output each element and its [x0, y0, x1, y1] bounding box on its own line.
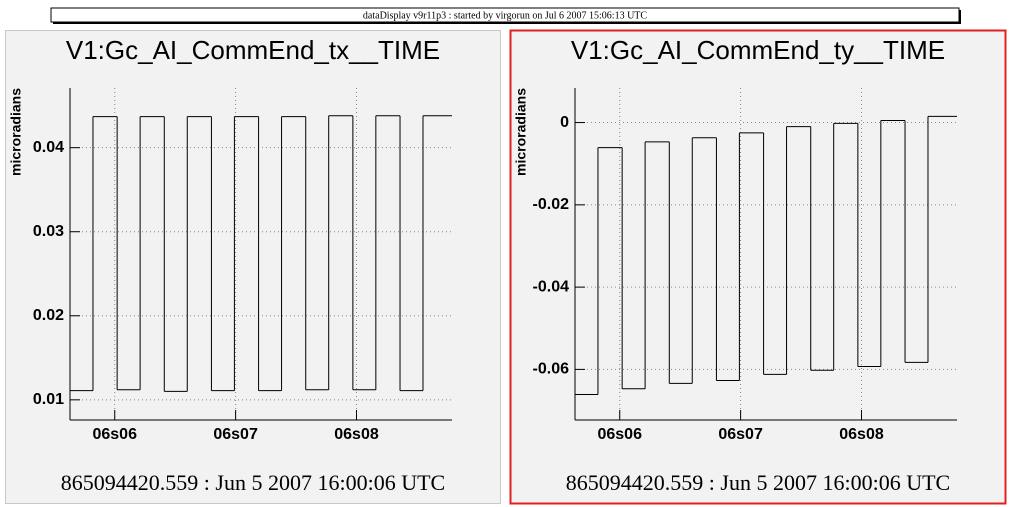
- footer-text: 865094420.559 : Jun 5 2007 16:00:06 UTC: [61, 470, 445, 495]
- x-tick-label: 06s08: [839, 426, 884, 443]
- y-tick-label: -0.02: [533, 196, 570, 213]
- panel: [5, 30, 501, 504]
- y-axis-label: microradians: [513, 88, 529, 176]
- y-tick-label: 0.01: [33, 391, 64, 408]
- y-tick-label: 0.02: [33, 307, 64, 324]
- x-tick-label: 06s07: [718, 426, 763, 443]
- panel-selected[interactable]: [509, 29, 1007, 505]
- footer-text: 865094420.559 : Jun 5 2007 16:00:06 UTC: [566, 470, 950, 495]
- x-tick-label: 06s08: [334, 426, 379, 443]
- y-tick-label: 0: [560, 114, 569, 131]
- chart-title: V1:Gc_AI_CommEnd_ty__TIME: [571, 35, 945, 65]
- y-axis-label: microradians: [8, 88, 24, 176]
- y-tick-label: -0.04: [533, 278, 570, 295]
- header-title: dataDisplay v9r11p3 : started by virgoru…: [363, 10, 647, 21]
- y-tick-label: -0.06: [533, 361, 570, 378]
- x-tick-label: 06s07: [213, 426, 258, 443]
- x-tick-label: 06s06: [92, 426, 137, 443]
- chart-title: V1:Gc_AI_CommEnd_tx__TIME: [66, 35, 440, 65]
- y-tick-label: 0.04: [33, 139, 64, 156]
- y-tick-label: 0.03: [33, 223, 64, 240]
- x-tick-label: 06s06: [597, 426, 642, 443]
